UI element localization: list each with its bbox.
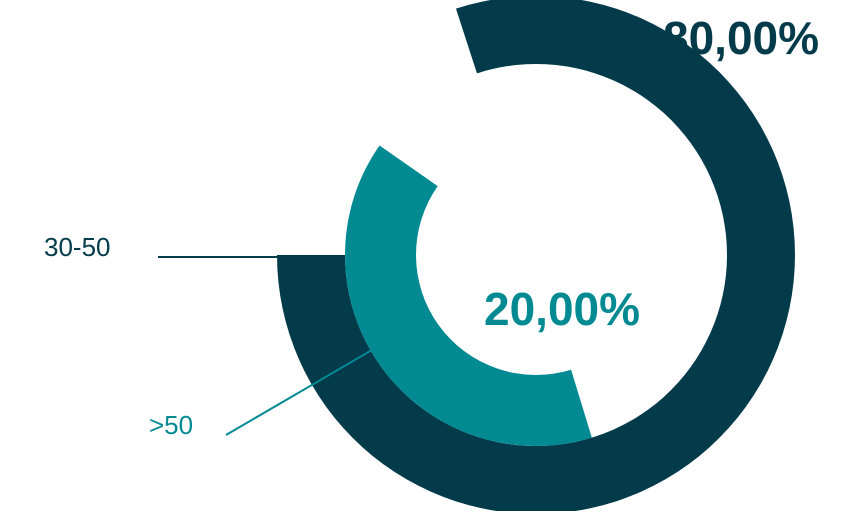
category-label-inner: >50 (149, 410, 193, 440)
value-label-inner: 20,00% (484, 283, 640, 335)
value-label-outer: 80,00% (663, 12, 819, 64)
category-label-outer: 30-50 (44, 232, 111, 262)
arc-inner-ring (345, 145, 592, 447)
leader-line-inner (225, 321, 421, 436)
